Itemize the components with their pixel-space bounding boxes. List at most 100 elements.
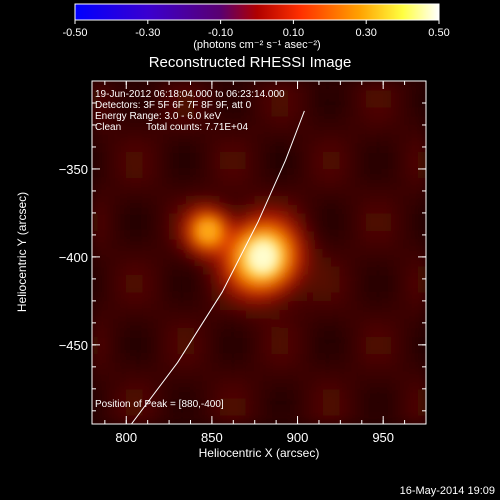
heatmap-cell [237, 291, 247, 302]
heatmap-cell [314, 186, 324, 196]
colorbar-units: (photons cm⁻² s⁻¹ asec⁻²) [193, 39, 320, 51]
heatmap-cell [297, 230, 307, 240]
heatmap-cell [245, 238, 256, 249]
heatmap-cell [271, 397, 281, 407]
heatmap-cell [151, 150, 162, 161]
heatmap-cell [142, 115, 153, 126]
heatmap-cell [374, 194, 384, 205]
heatmap-cell [288, 344, 299, 355]
heatmap-cell [348, 238, 358, 249]
heatmap-cell [142, 361, 153, 372]
heatmap-cell [408, 124, 418, 135]
heatmap-cell [339, 81, 350, 91]
heatmap-cell [125, 379, 136, 390]
heatmap-cell [314, 98, 324, 108]
heatmap-cell [177, 133, 187, 144]
heatmap-cell [117, 168, 127, 179]
heatmap-cell [100, 238, 110, 249]
heatmap-cell [356, 106, 367, 117]
heatmap-cell [134, 177, 144, 188]
heatmap-cell [262, 344, 273, 355]
heatmap-cell [142, 89, 153, 100]
heatmap-cell [262, 397, 273, 407]
heatmap-cell [134, 405, 144, 416]
heatmap-cell [151, 106, 162, 117]
chart-title: Reconstructed RHESSI Image [149, 54, 352, 71]
heatmap-cell [177, 89, 187, 100]
heatmap-sources [200, 221, 276, 273]
heatmap-cell [151, 247, 162, 258]
heatmap-cell [416, 344, 426, 355]
heatmap-cell [408, 405, 418, 416]
plot-area: 800 850 900 950−350−400−450 [59, 80, 427, 445]
heatmap-cell [202, 379, 213, 390]
y-axis-label: Heliocentric Y (arcsec) [15, 192, 29, 312]
heatmap-cell [100, 388, 110, 399]
heatmap-cell [331, 291, 341, 302]
heatmap-cell [374, 344, 384, 355]
heatmap-cell [331, 98, 341, 108]
heatmap-cell [117, 186, 127, 196]
heatmap-cell [305, 106, 316, 117]
heatmap-cell [262, 106, 273, 117]
heatmap-cell [245, 186, 256, 196]
heatmap-cell [237, 115, 247, 126]
colorbar-tick-label: 0.30 [355, 27, 376, 39]
heatmap-cell [356, 98, 367, 108]
heatmap-cell [339, 300, 350, 311]
heatmap-cell [211, 221, 221, 232]
heatmap-cell [202, 265, 213, 275]
heatmap-cell [339, 326, 350, 337]
heatmap-cell [348, 335, 358, 346]
heatmap-cell [254, 150, 264, 161]
heatmap-cell [100, 106, 110, 117]
heatmap-cell [194, 115, 204, 126]
heatmap-cell [279, 326, 290, 337]
heatmap-cell [322, 89, 333, 100]
heatmap-cell [194, 265, 204, 275]
heatmap-cell [416, 309, 426, 319]
heatmap-cell [279, 282, 290, 293]
heatmap-cell [271, 230, 281, 240]
heatmap-cell [219, 397, 230, 407]
heatmap-cell [177, 124, 187, 135]
heatmap-cell [365, 282, 376, 293]
heatmap-cell [374, 300, 384, 311]
heatmap-cell [416, 221, 426, 232]
heatmap-cell [408, 115, 418, 126]
heatmap-cell [322, 317, 333, 328]
heatmap-cell [331, 309, 341, 319]
heatmap-cell [245, 361, 256, 372]
heatmap-cell [314, 212, 324, 223]
heatmap-cell [365, 238, 376, 249]
heatmap-cell [160, 212, 170, 223]
heatmap-cell [245, 388, 256, 399]
heatmap-cell [279, 177, 290, 188]
heatmap-cell [92, 370, 102, 381]
annotation-energy-range: Energy Range: 3.0 - 6.0 keV [95, 111, 222, 122]
heatmap-cell [391, 344, 401, 355]
heatmap-cell [125, 247, 136, 258]
heatmap-cell [194, 361, 204, 372]
heatmap-cell [305, 256, 316, 267]
heatmap-cell [237, 309, 247, 319]
heatmap-cell [322, 238, 333, 249]
heatmap-cell [254, 221, 264, 232]
heatmap-cell [305, 344, 316, 355]
heatmap-cell [177, 194, 187, 205]
heatmap-cell [108, 81, 119, 91]
heatmap-cell [151, 98, 162, 108]
heatmap-cell [408, 273, 418, 284]
heatmap-cell [262, 317, 273, 328]
heatmap-cell [134, 309, 144, 319]
heatmap-cell [314, 300, 324, 311]
heatmap-cell [356, 353, 367, 363]
heatmap-cell [365, 300, 376, 311]
heatmap-cell [160, 133, 170, 144]
heatmap-cell [305, 379, 316, 390]
heatmap-cell [391, 388, 401, 399]
heatmap-cell [356, 194, 367, 205]
heatmap-cell [271, 89, 281, 100]
heatmap-cell [100, 335, 110, 346]
heatmap-cell [194, 168, 204, 179]
